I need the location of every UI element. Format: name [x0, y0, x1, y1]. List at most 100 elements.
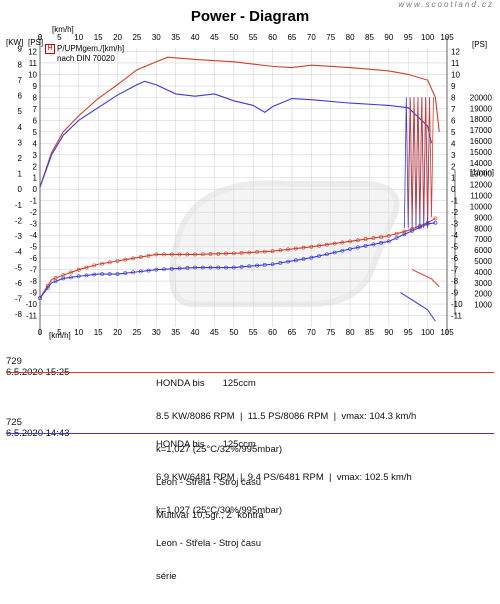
- rpm-marker-729: [84, 265, 89, 270]
- kw-tick-label: -7: [15, 295, 23, 304]
- kw-tick-label: 7: [18, 76, 23, 85]
- chart-title: Power - Diagram: [190, 8, 310, 25]
- run-ccm: 125ccm: [222, 439, 256, 450]
- chart-legend: H P/UPMgem./[km/h] nach DIN 70020: [45, 44, 124, 63]
- ps-tick-label-left: 2: [33, 162, 38, 171]
- x-tick-label-bottom: 60: [268, 328, 277, 337]
- x-tick-label-bottom: 40: [191, 328, 200, 337]
- rpm-marker-725: [348, 247, 352, 251]
- run-conditions: k=1,027 (25°C/30%/995mbar): [156, 505, 283, 516]
- rpm-marker-729: [262, 249, 267, 254]
- run-power-summary: 6.9 KW/6481 RPM | 9.4 PS/6481 RPM | vmax…: [156, 472, 412, 483]
- rpm-tick-label: 8000: [474, 224, 492, 233]
- rpm-marker-729: [394, 231, 399, 236]
- ps-tick-label-right: -8: [451, 277, 459, 286]
- rpm-marker-729: [332, 241, 337, 246]
- rpm-marker-729: [100, 261, 104, 266]
- x-tick-label-bottom: 100: [421, 328, 435, 337]
- rpm-marker-725: [123, 271, 128, 276]
- rpm-marker-729: [379, 235, 384, 239]
- kw-tick-label: 6: [18, 92, 23, 101]
- rpm-tick-label: 20000: [470, 93, 493, 102]
- ps-tick-label-left: 0: [33, 185, 38, 194]
- kw-unit-label: [KW]: [6, 38, 24, 47]
- rpm-marker-725: [185, 266, 190, 270]
- rpm-marker-725: [92, 272, 97, 277]
- rpm-marker-725: [332, 250, 337, 255]
- rpm-marker-725: [301, 257, 306, 261]
- ps-tick-label-left: 1: [33, 174, 38, 183]
- ps-tick-label-right: 7: [451, 105, 456, 114]
- rpm-marker-729: [200, 252, 205, 257]
- ps-tick-label-right: -11: [451, 312, 463, 321]
- x-tick-label-bottom: 30: [152, 328, 161, 337]
- rpm-marker-725: [410, 228, 415, 233]
- x-tick-label-bottom: 25: [132, 328, 141, 337]
- watermark: www.scootland.cz: [398, 0, 494, 9]
- rpm-tick-label: 15000: [470, 148, 493, 157]
- rpm-marker-729: [193, 252, 197, 257]
- ps-tick-label-right: -10: [451, 300, 463, 309]
- kw-tick-label: -3: [15, 232, 23, 241]
- rpm-unit-label: [1/min]: [470, 168, 495, 177]
- rpm-tick-label: 19000: [470, 104, 493, 113]
- ps-tick-label-right: 12: [451, 47, 460, 56]
- rpm-marker-729: [231, 251, 236, 256]
- ps-tick-label-right: 3: [451, 151, 456, 160]
- rpm-marker-729: [348, 239, 352, 244]
- rpm-marker-729: [355, 238, 360, 243]
- rpm-marker-725: [193, 265, 197, 270]
- run-vehicle: HONDA bis: [156, 439, 205, 450]
- rpm-marker-725: [255, 263, 259, 268]
- rpm-zigzag-729: [407, 97, 434, 218]
- kw-tick-label: -2: [15, 216, 23, 225]
- rpm-marker-725: [45, 285, 50, 290]
- series-line-729-power_ps: [39, 56, 440, 188]
- run-color-line: [6, 372, 494, 373]
- rpm-tick-label: 5000: [474, 257, 492, 266]
- run-conditions: k=1,027 (25°C/32%/995mbar): [156, 444, 283, 455]
- x-unit-label-bottom: [km/h]: [49, 331, 71, 340]
- rpm-marker-729: [239, 251, 244, 255]
- rpm-marker-729: [169, 252, 174, 257]
- rpm-tick-label: 12000: [470, 181, 493, 190]
- x-tick-label-top: 75: [326, 33, 335, 42]
- rpm-marker-725: [224, 265, 228, 270]
- rpm-marker-729: [92, 263, 97, 268]
- x-tick-label-top: 60: [268, 33, 277, 42]
- rpm-marker-729: [317, 243, 321, 248]
- ps-tick-label-left: 9: [33, 82, 38, 91]
- rpm-marker-729: [340, 240, 345, 245]
- rpm-marker-729: [278, 248, 283, 253]
- rpm-marker-725: [262, 263, 267, 267]
- rpm-marker-725: [379, 240, 384, 245]
- rpm-marker-725: [278, 261, 283, 265]
- kw-tick-label: 5: [18, 107, 23, 116]
- kw-tick-label: 0: [18, 185, 23, 194]
- ps-tick-label-left: -11: [26, 312, 38, 321]
- rpm-marker-725: [270, 262, 275, 267]
- rpm-marker-729: [402, 229, 407, 234]
- x-tick-label-bottom: 55: [249, 328, 258, 337]
- rpm-tick-label: 1000: [474, 301, 492, 310]
- rpm-marker-725: [371, 242, 376, 247]
- rpm-marker-729: [363, 237, 368, 242]
- x-tick-label-top: 105: [440, 33, 454, 42]
- rpm-tick-label: 13000: [470, 170, 493, 179]
- ps-tick-label-left: -6: [30, 254, 38, 263]
- ps-tick-label-right: 9: [451, 82, 456, 91]
- rpm-marker-725: [100, 272, 104, 276]
- x-tick-label-bottom: 20: [113, 328, 122, 337]
- rpm-marker-729: [270, 249, 275, 254]
- x-tick-label-bottom: 80: [346, 328, 355, 337]
- x-tick-label-bottom: 95: [404, 328, 413, 337]
- rpm-tick-label: 9000: [474, 213, 492, 222]
- rpm-marker-729: [208, 252, 213, 256]
- rpm-tick-label: 11000: [470, 192, 492, 201]
- ps-unit-label-left: [PS]: [28, 38, 44, 47]
- run-id: 729: [6, 356, 22, 367]
- rpm-marker-725: [61, 276, 66, 281]
- coastdown-line-729: [411, 269, 440, 288]
- ps-tick-label-right: 2: [451, 162, 456, 171]
